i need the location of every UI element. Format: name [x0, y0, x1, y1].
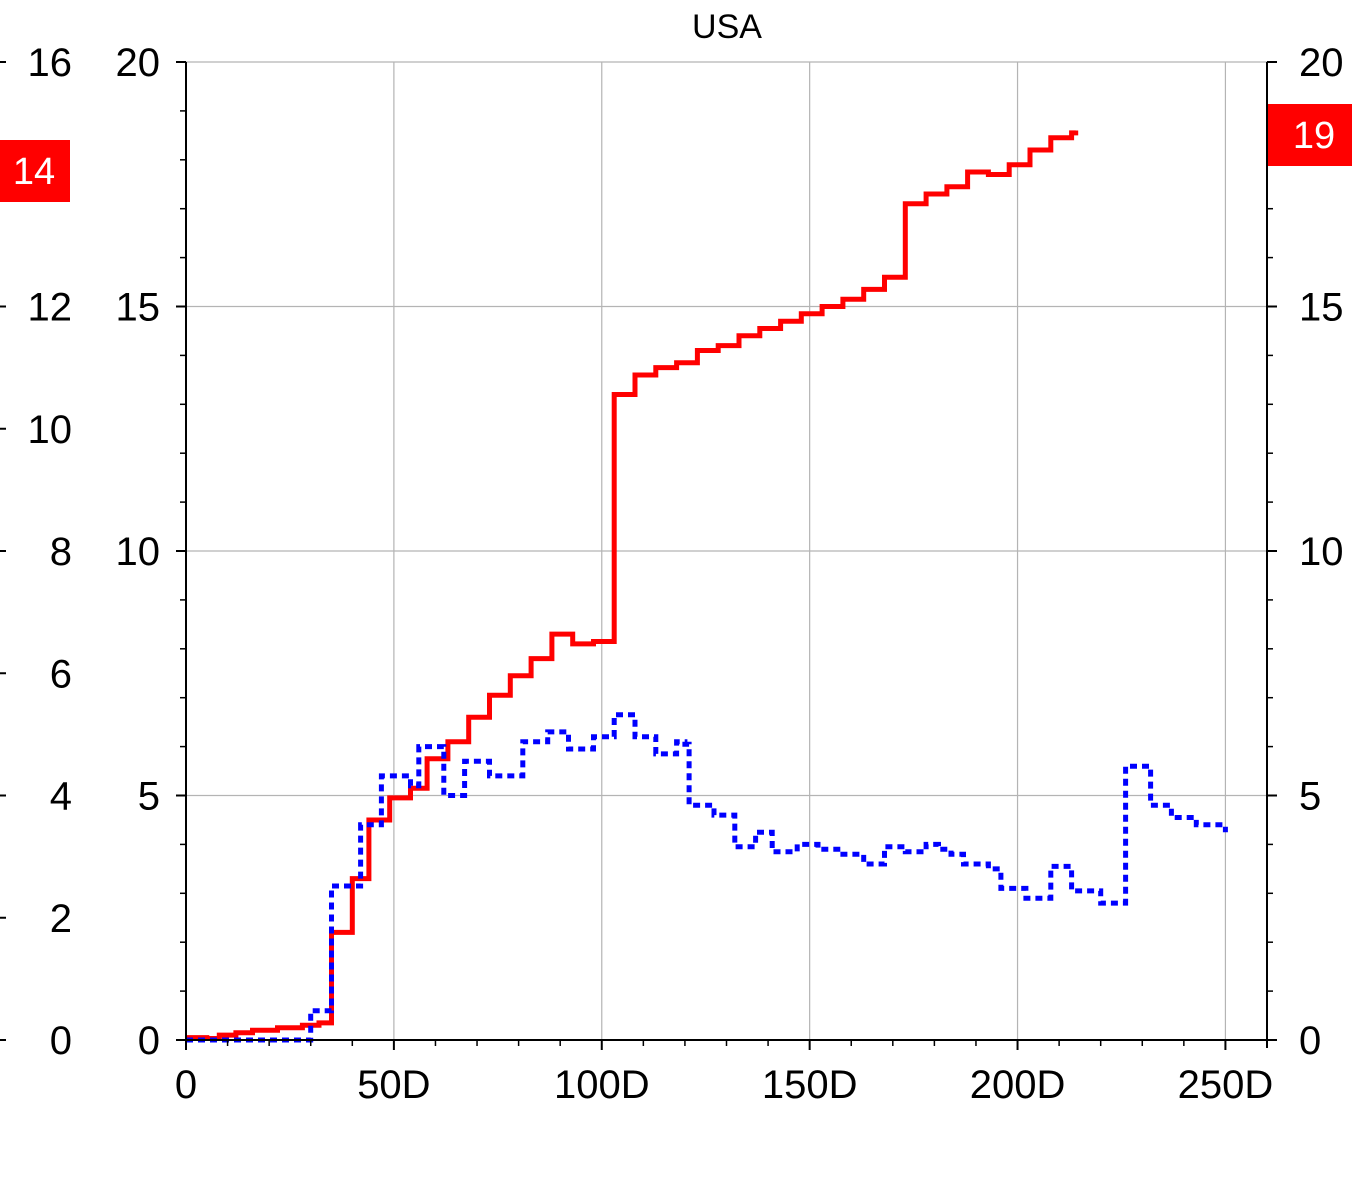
series-line-red	[186, 130, 1079, 1041]
x-tick-label: 250D	[1178, 1063, 1274, 1107]
y-right-tick-label: 20	[1299, 41, 1344, 85]
y-outer-tick-label: 10	[28, 408, 73, 452]
y-right-tick-label: 10	[1299, 530, 1344, 574]
y-outer-tick-label: 0	[50, 1019, 72, 1063]
axes: 0 50D 100D 150D 200D 250D20151050201510501612…	[0, 41, 1344, 1107]
x-tick-label: 200D	[970, 1063, 1066, 1107]
y-right-tick-label: 5	[1299, 775, 1321, 819]
y-outer-tick-label: 6	[50, 652, 72, 696]
value-marker-label: 19	[1293, 115, 1335, 157]
grid	[186, 61, 1267, 1041]
y-outer-tick-label: 16	[28, 41, 73, 85]
x-tick-label: 50D	[357, 1063, 430, 1107]
y-left-tick-label: 20	[116, 41, 161, 85]
y-outer-tick-label: 2	[50, 897, 72, 941]
x-tick-label: 150D	[762, 1063, 858, 1107]
y-left-tick-label: 5	[138, 775, 160, 819]
series-layer	[186, 130, 1228, 1043]
chart-title: USA	[692, 8, 762, 46]
y-left-tick-label: 0	[138, 1019, 160, 1063]
x-tick-label: 100D	[554, 1063, 650, 1107]
y-right-tick-label: 0	[1299, 1019, 1321, 1063]
value-marker-box	[1268, 104, 1352, 166]
series-line-blue	[186, 712, 1228, 1043]
x-tick-label: 0	[175, 1063, 197, 1107]
y-outer-tick-label: 4	[50, 775, 72, 819]
markers: 14 19	[0, 104, 1352, 202]
y-left-tick-label: 10	[116, 530, 161, 574]
y-right-tick-label: 15	[1299, 286, 1344, 330]
y-left-tick-label: 15	[116, 286, 161, 330]
y-outer-tick-label: 12	[28, 286, 73, 330]
value-marker-label: 14	[13, 151, 55, 193]
value-marker-box	[0, 140, 70, 202]
y-outer-tick-label: 8	[50, 530, 72, 574]
